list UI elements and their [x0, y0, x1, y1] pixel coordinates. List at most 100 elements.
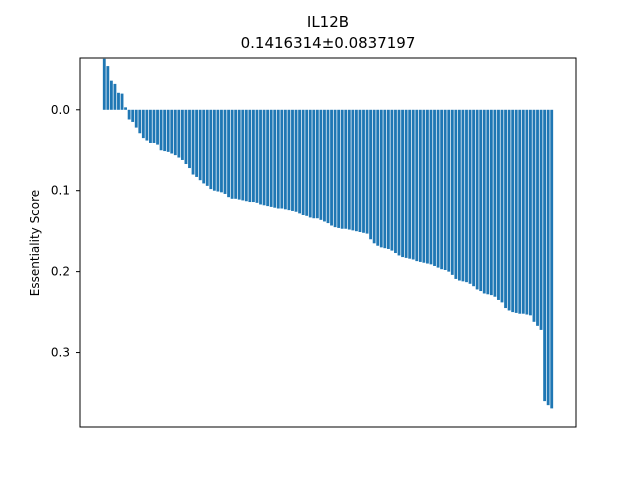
bar	[188, 109, 191, 169]
bar	[131, 109, 135, 122]
bar	[180, 109, 184, 160]
bar	[493, 109, 497, 297]
bar	[394, 109, 397, 254]
bar	[514, 109, 518, 313]
bar	[468, 109, 472, 284]
bar	[532, 109, 536, 322]
bar	[305, 109, 309, 216]
bar	[113, 83, 117, 110]
bar	[319, 109, 323, 220]
bar	[443, 109, 447, 271]
bar	[127, 109, 131, 120]
bar	[429, 109, 433, 265]
bar	[298, 109, 302, 214]
bar	[124, 107, 127, 110]
y-tick-label: 0.2	[51, 265, 70, 279]
bar	[177, 109, 181, 158]
bar	[109, 80, 113, 110]
bar	[248, 109, 252, 203]
bar	[511, 109, 515, 313]
bar	[489, 109, 493, 296]
chart-title: IL12B	[307, 13, 349, 31]
bar	[138, 109, 142, 134]
bar	[195, 109, 199, 177]
y-tick-label: 0.0	[51, 103, 70, 117]
bar	[383, 109, 387, 249]
bar	[362, 109, 365, 233]
chart-subtitle: 0.1416314±0.0837197	[241, 34, 416, 52]
bar	[447, 109, 451, 272]
bar	[241, 109, 245, 201]
bar	[507, 109, 511, 311]
bar	[227, 109, 230, 198]
bar	[259, 109, 262, 205]
bar	[262, 109, 266, 206]
bar	[369, 109, 373, 240]
bar	[106, 66, 110, 110]
bar	[252, 109, 255, 203]
bar	[344, 109, 348, 229]
bar	[230, 109, 234, 199]
bar	[202, 109, 206, 184]
bar	[216, 109, 220, 192]
bar	[308, 109, 312, 218]
bar	[330, 109, 333, 226]
bar	[539, 109, 543, 330]
bar	[351, 109, 355, 231]
bar	[415, 109, 419, 262]
bar	[450, 109, 454, 275]
bar	[223, 109, 227, 194]
bar	[497, 109, 500, 300]
bar	[401, 109, 404, 258]
bar	[149, 109, 152, 143]
bar	[269, 109, 273, 207]
bar	[170, 109, 174, 154]
bar	[145, 109, 149, 141]
bar	[209, 109, 213, 190]
bar	[315, 109, 319, 219]
bar	[525, 109, 529, 315]
bar	[273, 109, 277, 208]
bar	[397, 109, 401, 256]
bar	[291, 109, 294, 211]
bar	[244, 109, 248, 202]
bar	[433, 109, 436, 266]
bar	[543, 109, 547, 402]
bar	[472, 109, 476, 287]
bar	[166, 109, 170, 152]
bar	[333, 109, 337, 228]
bar	[475, 109, 479, 290]
bar	[461, 109, 465, 282]
bar	[550, 109, 554, 409]
bar	[294, 109, 298, 212]
bar	[436, 109, 440, 268]
bar	[372, 109, 376, 244]
bar	[173, 109, 177, 156]
y-tick-label: 0.3	[51, 346, 70, 360]
bar	[365, 109, 369, 234]
bar	[422, 109, 426, 263]
bar	[198, 109, 202, 181]
bar	[354, 109, 358, 232]
bar	[237, 109, 241, 200]
bar	[163, 109, 167, 152]
bar	[156, 109, 159, 145]
bar	[465, 109, 468, 283]
bar	[184, 109, 188, 165]
bar	[234, 109, 238, 199]
bar	[159, 109, 163, 151]
bar	[212, 109, 216, 191]
bar	[120, 93, 124, 110]
bar	[141, 109, 145, 139]
bar	[404, 109, 408, 258]
bar	[326, 109, 330, 224]
bar	[347, 109, 351, 230]
bar	[191, 109, 195, 175]
bar	[521, 109, 525, 314]
bar	[408, 109, 412, 259]
bars-group	[102, 58, 554, 409]
bar	[418, 109, 422, 262]
bar	[379, 109, 383, 248]
bar	[376, 109, 380, 246]
